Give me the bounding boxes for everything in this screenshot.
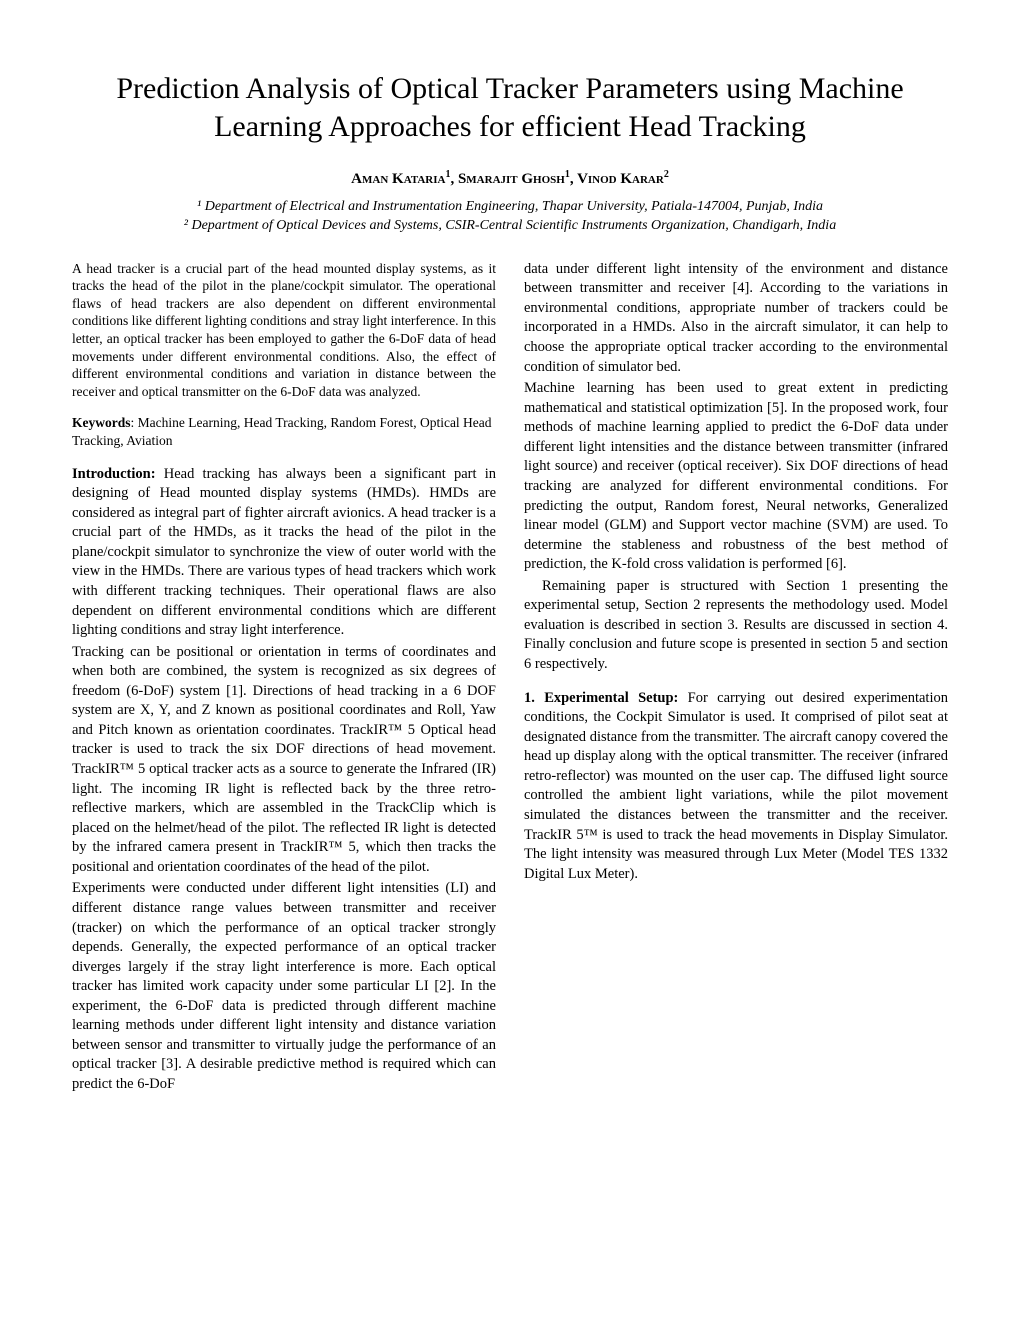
authors-line: Aman Kataria1, Smarajit Ghosh1, Vinod Ka… — [72, 169, 948, 188]
affiliation-1: ¹ Department of Electrical and Instrumen… — [72, 198, 948, 217]
left-column: A head tracker is a crucial part of the … — [72, 260, 496, 1097]
right-column: data under different light intensity of … — [524, 260, 948, 1097]
keywords-label: Keywords — [72, 415, 131, 430]
col2-p3: Remaining paper is structured with Secti… — [524, 577, 948, 675]
keywords-text: : Machine Learning, Head Tracking, Rando… — [72, 415, 492, 448]
affiliations: ¹ Department of Electrical and Instrumen… — [72, 198, 948, 236]
col2-p2: Machine learning has been used to great … — [524, 379, 948, 575]
intro-p1-text: Head tracking has always been a signific… — [72, 466, 496, 639]
col2-p1: data under different light intensity of … — [524, 260, 948, 377]
keywords-block: Keywords: Machine Learning, Head Trackin… — [72, 414, 496, 450]
affiliation-2: ² Department of Optical Devices and Syst… — [72, 217, 948, 236]
introduction-p1: Introduction: Head tracking has always b… — [72, 465, 496, 641]
experimental-setup-label: 1. Experimental Setup: — [524, 690, 678, 706]
exp-p1-text: For carrying out desired experimentation… — [524, 690, 948, 882]
two-column-layout: A head tracker is a crucial part of the … — [72, 260, 948, 1097]
spacer — [524, 677, 948, 689]
introduction-label: Introduction: — [72, 466, 156, 482]
experimental-setup-p1: 1. Experimental Setup: For carrying out … — [524, 689, 948, 885]
introduction-p3: Experiments were conducted under differe… — [72, 879, 496, 1094]
abstract-text: A head tracker is a crucial part of the … — [72, 260, 496, 400]
paper-title: Prediction Analysis of Optical Tracker P… — [72, 70, 948, 145]
introduction-p2: Tracking can be positional or orientatio… — [72, 643, 496, 878]
